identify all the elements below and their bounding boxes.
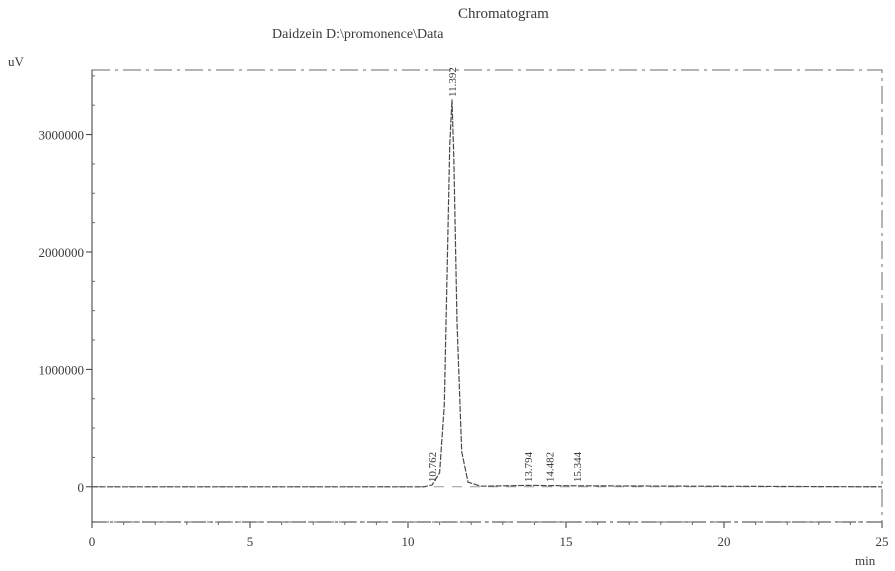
x-tick-label: 10 [402,534,415,549]
plot-frame [91,69,883,523]
peak-rt-label: 13.794 [523,451,535,482]
x-tick-label: 5 [247,534,254,549]
peak-rt-label: 15.344 [572,451,584,482]
x-tick-label: 15 [560,534,573,549]
x-tick-label: 25 [876,534,889,549]
y-tick-label: 0 [78,480,85,495]
peak-rt-label: 10.762 [427,452,439,482]
peak-rt-label: 11.392 [447,67,459,97]
x-axis-unit: min [855,553,876,568]
y-tick-label: 2000000 [39,245,85,260]
y-axis-unit: uV [8,54,25,69]
x-tick-label: 20 [718,534,731,549]
chart-subtitle: Daidzein D:\promonence\Data [272,27,444,42]
x-tick-label: 0 [89,534,96,549]
peak-rt-label: 14.482 [545,452,557,482]
y-tick-label: 3000000 [39,128,85,143]
chart-title: Chromatogram [458,6,549,22]
signal-trace [92,99,883,488]
y-tick-label: 1000000 [39,362,85,377]
